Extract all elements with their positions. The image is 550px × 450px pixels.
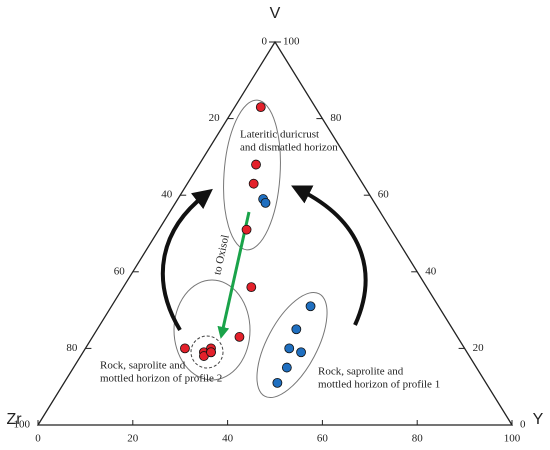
data-point <box>260 197 271 208</box>
data-point <box>180 343 190 354</box>
annotation: Rock, saprolite and <box>100 360 186 372</box>
data-point <box>246 282 257 293</box>
tick-label: 0 <box>262 36 268 48</box>
data-point <box>241 224 252 235</box>
group-ellipse <box>173 279 251 381</box>
tick-label: 60 <box>317 433 329 445</box>
tick-label: 100 <box>283 36 300 48</box>
data-point <box>206 347 216 358</box>
tick-label: 20 <box>127 433 139 445</box>
tick-label: 80 <box>66 342 78 354</box>
annotation: Lateritic duricrust <box>240 129 319 141</box>
tick-label: 40 <box>161 189 173 201</box>
annotation: mottled horizon of profile 1 <box>318 379 440 391</box>
data-point <box>284 343 295 354</box>
data-point <box>234 332 245 342</box>
tick-label: 40 <box>222 433 234 445</box>
data-point <box>248 178 259 189</box>
data-point <box>281 362 292 373</box>
tick-label: 0 <box>35 433 41 445</box>
tick-label: 0 <box>520 419 526 431</box>
tick-label: 100 <box>14 419 31 431</box>
tick-label: 60 <box>378 189 390 201</box>
data-point <box>296 347 306 358</box>
data-point <box>272 377 283 388</box>
cluster-ellipse <box>190 335 224 369</box>
vertex-label: Zr <box>6 411 22 428</box>
group-ellipse <box>223 99 281 251</box>
tick-label: 100 <box>504 433 521 445</box>
annotation: to Oxisol <box>211 234 231 276</box>
tick-label: 20 <box>473 342 485 354</box>
arrow <box>160 188 213 332</box>
vertex-label: V <box>270 5 281 22</box>
tick-label: 60 <box>114 265 126 277</box>
annotation: Rock, saprolite and <box>318 366 404 378</box>
vertex-label: Y <box>533 411 544 428</box>
annotation: mottled horizon of profile 2 <box>100 373 222 385</box>
data-point <box>251 159 261 170</box>
tick-label: 40 <box>425 265 437 277</box>
tick-label: 80 <box>412 433 424 445</box>
annotation: and dismatled horizon <box>240 142 338 154</box>
triangle <box>36 40 514 426</box>
data-point <box>291 324 302 335</box>
group-ellipse <box>256 291 328 399</box>
arrow <box>291 185 368 326</box>
data-point <box>305 301 316 312</box>
tick-label: 20 <box>209 112 221 124</box>
data-point <box>255 102 266 113</box>
tick-label: 80 <box>330 112 342 124</box>
